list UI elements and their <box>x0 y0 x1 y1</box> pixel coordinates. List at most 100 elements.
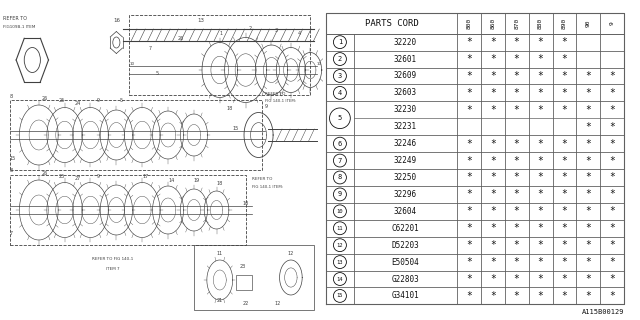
Text: *: * <box>609 156 615 165</box>
Text: *: * <box>561 71 568 81</box>
Text: *: * <box>466 291 472 301</box>
Text: *: * <box>609 172 615 182</box>
Text: *: * <box>490 139 496 149</box>
Text: 13: 13 <box>197 19 204 23</box>
Text: 27: 27 <box>74 176 81 181</box>
Text: *: * <box>586 156 591 165</box>
Text: *: * <box>490 54 496 64</box>
Bar <box>129 15 310 95</box>
Text: *: * <box>586 139 591 149</box>
Text: *: * <box>586 122 591 132</box>
Text: *: * <box>514 189 520 199</box>
Text: 10: 10 <box>243 201 249 206</box>
Text: *: * <box>514 88 520 98</box>
Text: *: * <box>561 206 568 216</box>
Text: 21: 21 <box>217 299 223 303</box>
Text: 15: 15 <box>233 126 239 131</box>
Text: 16: 16 <box>113 19 120 23</box>
Text: *: * <box>609 240 615 250</box>
Text: 10: 10 <box>129 62 134 66</box>
Text: *: * <box>609 139 615 149</box>
Text: 12: 12 <box>337 243 343 248</box>
Text: D52203: D52203 <box>392 241 419 250</box>
Text: *: * <box>538 240 543 250</box>
Text: 25: 25 <box>58 173 65 179</box>
Text: *: * <box>514 206 520 216</box>
Text: *: * <box>586 206 591 216</box>
Text: ITEM 7: ITEM 7 <box>106 267 120 271</box>
Text: 25: 25 <box>58 99 65 103</box>
Text: *: * <box>466 37 472 47</box>
Text: *: * <box>538 257 543 267</box>
Text: 22: 22 <box>243 301 249 306</box>
Text: *: * <box>514 257 520 267</box>
Text: 12: 12 <box>275 301 281 306</box>
Text: *: * <box>466 240 472 250</box>
Text: *: * <box>490 156 496 165</box>
Text: *: * <box>586 71 591 81</box>
Text: 870: 870 <box>514 18 519 29</box>
Text: 6: 6 <box>338 141 342 147</box>
Text: 4: 4 <box>298 31 300 36</box>
Text: 32609: 32609 <box>394 71 417 80</box>
Text: *: * <box>561 172 568 182</box>
Text: *: * <box>490 189 496 199</box>
Text: *: * <box>561 189 568 199</box>
Text: *: * <box>514 37 520 47</box>
Text: 90: 90 <box>586 20 591 27</box>
Text: *: * <box>561 88 568 98</box>
Text: *: * <box>609 189 615 199</box>
Text: *: * <box>586 223 591 233</box>
Text: *: * <box>466 139 472 149</box>
Text: 1: 1 <box>220 31 223 36</box>
Text: 11: 11 <box>337 226 343 231</box>
Text: E50504: E50504 <box>392 258 419 267</box>
Text: *: * <box>561 156 568 165</box>
Text: *: * <box>514 240 520 250</box>
Text: *: * <box>466 274 472 284</box>
Text: 890: 890 <box>562 18 567 29</box>
Text: *: * <box>561 291 568 301</box>
Text: *: * <box>561 105 568 115</box>
Bar <box>10 175 246 245</box>
Text: 26: 26 <box>42 171 48 176</box>
Text: *: * <box>490 223 496 233</box>
Text: *: * <box>561 257 568 267</box>
Text: *: * <box>609 291 615 301</box>
Bar <box>10 100 262 170</box>
Text: 2: 2 <box>338 56 342 62</box>
Text: 13: 13 <box>337 260 343 265</box>
Text: *: * <box>609 71 615 81</box>
Text: 5: 5 <box>155 71 158 76</box>
Text: *: * <box>490 257 496 267</box>
Text: 9: 9 <box>97 173 100 179</box>
Text: *: * <box>538 88 543 98</box>
Text: FIG 140-1 ITEM:: FIG 140-1 ITEM: <box>252 185 283 188</box>
Text: 7: 7 <box>148 46 152 51</box>
Text: 14: 14 <box>168 179 174 183</box>
Text: *: * <box>490 172 496 182</box>
Text: *: * <box>490 37 496 47</box>
Text: 1: 1 <box>338 39 342 45</box>
Text: *: * <box>561 240 568 250</box>
Text: *: * <box>538 156 543 165</box>
Text: 32220: 32220 <box>394 38 417 47</box>
Text: 32249: 32249 <box>394 156 417 165</box>
Text: G34101: G34101 <box>392 292 419 300</box>
Text: 9: 9 <box>97 99 100 103</box>
Text: 32230: 32230 <box>394 105 417 114</box>
Text: *: * <box>466 71 472 81</box>
Text: 32296: 32296 <box>394 190 417 199</box>
Text: *: * <box>561 37 568 47</box>
Text: *: * <box>490 240 496 250</box>
Text: 8: 8 <box>10 169 13 173</box>
Text: *: * <box>538 54 543 64</box>
Text: A115B00129: A115B00129 <box>582 309 624 315</box>
Text: 7: 7 <box>338 157 342 164</box>
Text: *: * <box>538 274 543 284</box>
Text: FIG109B-1 ITEM: FIG109B-1 ITEM <box>3 25 36 28</box>
Text: *: * <box>466 257 472 267</box>
Text: *: * <box>609 122 615 132</box>
Text: *: * <box>514 223 520 233</box>
Text: *: * <box>586 88 591 98</box>
